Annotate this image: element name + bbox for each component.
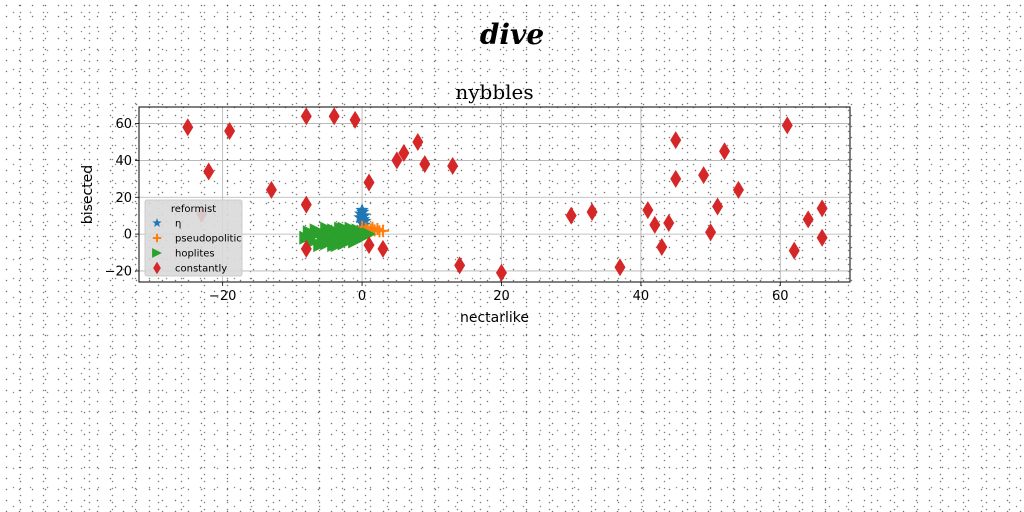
data-point [355,203,369,216]
data-point [203,162,215,181]
data-point [663,214,675,233]
legend-label: pseudopolitic [175,234,242,245]
data-point [328,107,340,126]
data-point [712,197,724,216]
legend-label: constantly [175,264,227,275]
y-tick-label: −20 [105,264,132,279]
ticks-layer: −20 0 20 40 60 −20 0 20 40 60 [105,117,789,304]
legend-label: η [175,219,181,230]
legend-marker [152,248,162,258]
data-point [316,232,331,247]
data-point [649,215,661,234]
data-point [412,133,424,151]
data-point [816,228,828,247]
y-axis-label: bisected [80,165,96,224]
legend-box [144,199,243,277]
data-point [656,238,668,256]
data-point [300,195,312,214]
figure-suptitle: dive [479,18,545,51]
data-point [391,151,403,170]
grid-layer [139,107,850,282]
data-point [719,142,731,161]
legend-marker [152,218,162,227]
series-2 [299,221,377,253]
data-point [300,239,312,258]
data-point [642,201,654,220]
x-tick-label: −20 [209,289,236,304]
data-point [495,263,507,282]
x-tick-label: 40 [633,289,650,304]
data-point [705,223,717,242]
x-tick-label: 0 [358,289,366,304]
data-point [265,180,277,199]
data-point [732,180,744,199]
data-point [398,144,410,163]
data-point [349,110,361,129]
data-point [363,236,375,255]
x-tick-label: 60 [772,289,789,304]
data-point [614,258,626,277]
chart-title: nybbles [455,80,533,104]
data-point [816,199,828,218]
data-point [781,116,793,135]
data-point [362,227,377,242]
data-point [306,228,321,243]
x-tick-label: 20 [493,289,510,304]
legend-marker [153,261,161,275]
data-point [224,121,236,140]
data-point [182,118,194,137]
data-point [377,239,389,258]
data-point [454,256,466,275]
x-axis-label: nectarlike [460,310,529,326]
data-point [788,241,800,260]
data-point [447,156,459,175]
legend-title: reformist [171,204,216,215]
legend-marker [152,233,162,243]
data-point [698,166,710,185]
legend-label: hoplites [175,249,215,260]
data-point [802,210,814,229]
data-point [300,107,312,126]
data-point [565,206,577,225]
data-point [376,224,389,237]
data-point [357,217,371,231]
y-tick-label: 40 [115,154,132,169]
y-tick-label: 60 [115,117,132,132]
legend-items: η pseudopolitic hoplites constantly [152,218,242,275]
data-point [670,169,682,188]
data-point [337,221,352,236]
points-layer [182,107,828,282]
data-point [363,173,375,192]
data-point [419,155,431,174]
data-point [330,238,345,253]
y-tick-label: 0 [124,228,132,243]
data-point [670,131,682,150]
plot-frame [138,106,851,283]
legend: reformist η pseudopolitic hoplites constant… [144,199,243,277]
data-point [586,203,598,221]
series-3 [182,107,828,282]
y-tick-label: 20 [115,191,132,206]
